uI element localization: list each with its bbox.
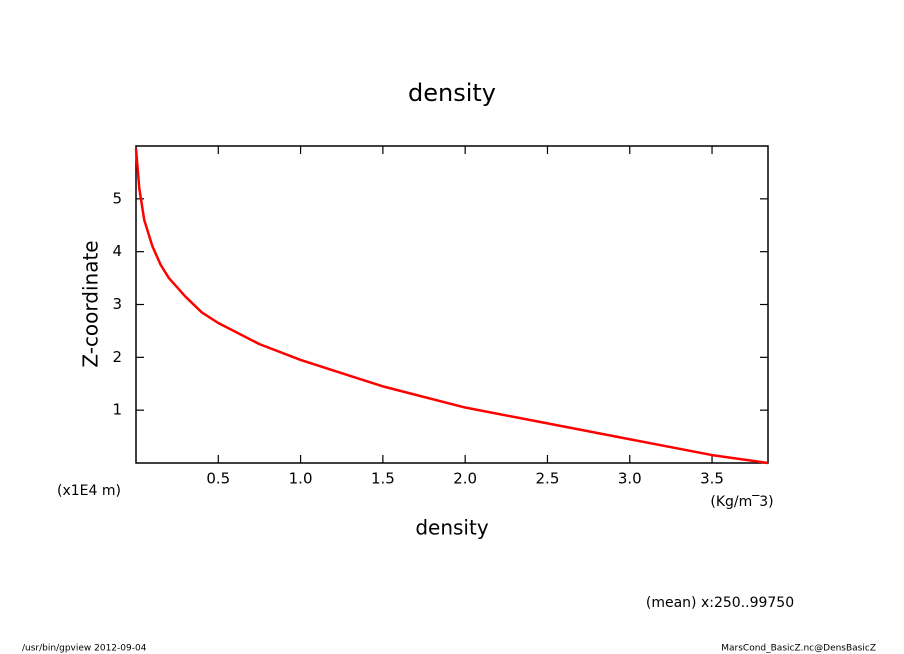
y-unit: (x1E4 m) (57, 483, 121, 499)
y-tick-label: 2 (112, 348, 122, 366)
y-tick-label: 4 (112, 242, 122, 260)
y-tick-label: 3 (112, 295, 122, 313)
y-tick-label: 5 (112, 189, 122, 207)
footer-left: /usr/bin/gpview 2012-09-04 (22, 644, 147, 654)
x-tick-label: 3.5 (700, 470, 724, 488)
x-unit: (Kg/m‾3) (710, 494, 773, 510)
y-tick-label: 1 (112, 401, 122, 419)
footer-right: MarsCond_BasicZ.nc@DensBasicZ (721, 644, 876, 654)
y-axis-label: Z-coordinate (79, 240, 103, 367)
x-tick-label: 2.5 (536, 470, 560, 488)
x-axis-label: density (415, 516, 488, 540)
annotation: (mean) x:250..99750 (646, 595, 794, 611)
data-line (134, 148, 769, 465)
x-tick-label: 2.0 (453, 470, 477, 488)
x-tick-label: 0.5 (206, 470, 230, 488)
chart-title: density (408, 79, 496, 107)
x-tick-label: 1.0 (289, 470, 313, 488)
x-tick-label: 3.0 (618, 470, 642, 488)
x-tick-label: 1.5 (371, 470, 395, 488)
